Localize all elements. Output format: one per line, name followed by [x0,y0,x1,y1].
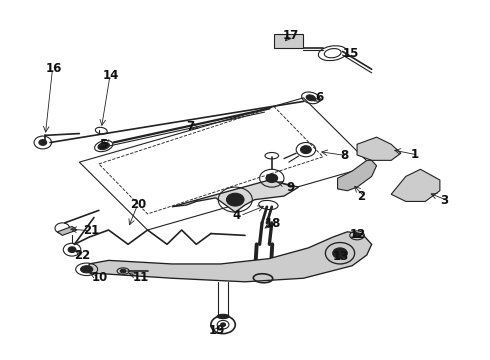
Ellipse shape [353,233,361,238]
Ellipse shape [120,269,126,273]
Text: 20: 20 [130,198,147,211]
Text: 3: 3 [440,194,448,207]
Polygon shape [357,137,401,160]
Polygon shape [89,232,372,282]
Text: 10: 10 [92,271,108,284]
Polygon shape [57,226,77,235]
Circle shape [68,247,76,252]
Text: 7: 7 [187,120,195,133]
Text: 21: 21 [83,224,99,237]
Ellipse shape [98,143,109,150]
Text: 9: 9 [287,181,294,194]
Ellipse shape [217,314,229,319]
Circle shape [226,193,244,206]
Text: 14: 14 [103,69,119,82]
Polygon shape [274,33,303,48]
Text: 16: 16 [45,62,62,75]
Text: 19: 19 [208,324,225,337]
Ellipse shape [80,266,93,273]
Circle shape [220,323,225,327]
Text: 15: 15 [343,47,359,60]
Text: 8: 8 [340,149,348,162]
Text: 22: 22 [74,249,91,262]
Circle shape [39,140,47,145]
Text: 12: 12 [350,228,366,241]
Text: 2: 2 [357,190,365,203]
Polygon shape [172,180,298,212]
Polygon shape [391,169,440,202]
Text: 6: 6 [316,91,324,104]
Circle shape [266,174,278,183]
Ellipse shape [306,95,316,101]
Ellipse shape [300,146,311,154]
Text: 13: 13 [333,250,349,263]
Polygon shape [338,160,376,191]
Text: 11: 11 [133,271,149,284]
Text: 18: 18 [265,217,281,230]
Text: 17: 17 [283,29,299,42]
Circle shape [333,248,347,258]
Text: 1: 1 [411,148,419,162]
Text: 5: 5 [99,138,107,151]
Text: 4: 4 [233,209,241,222]
